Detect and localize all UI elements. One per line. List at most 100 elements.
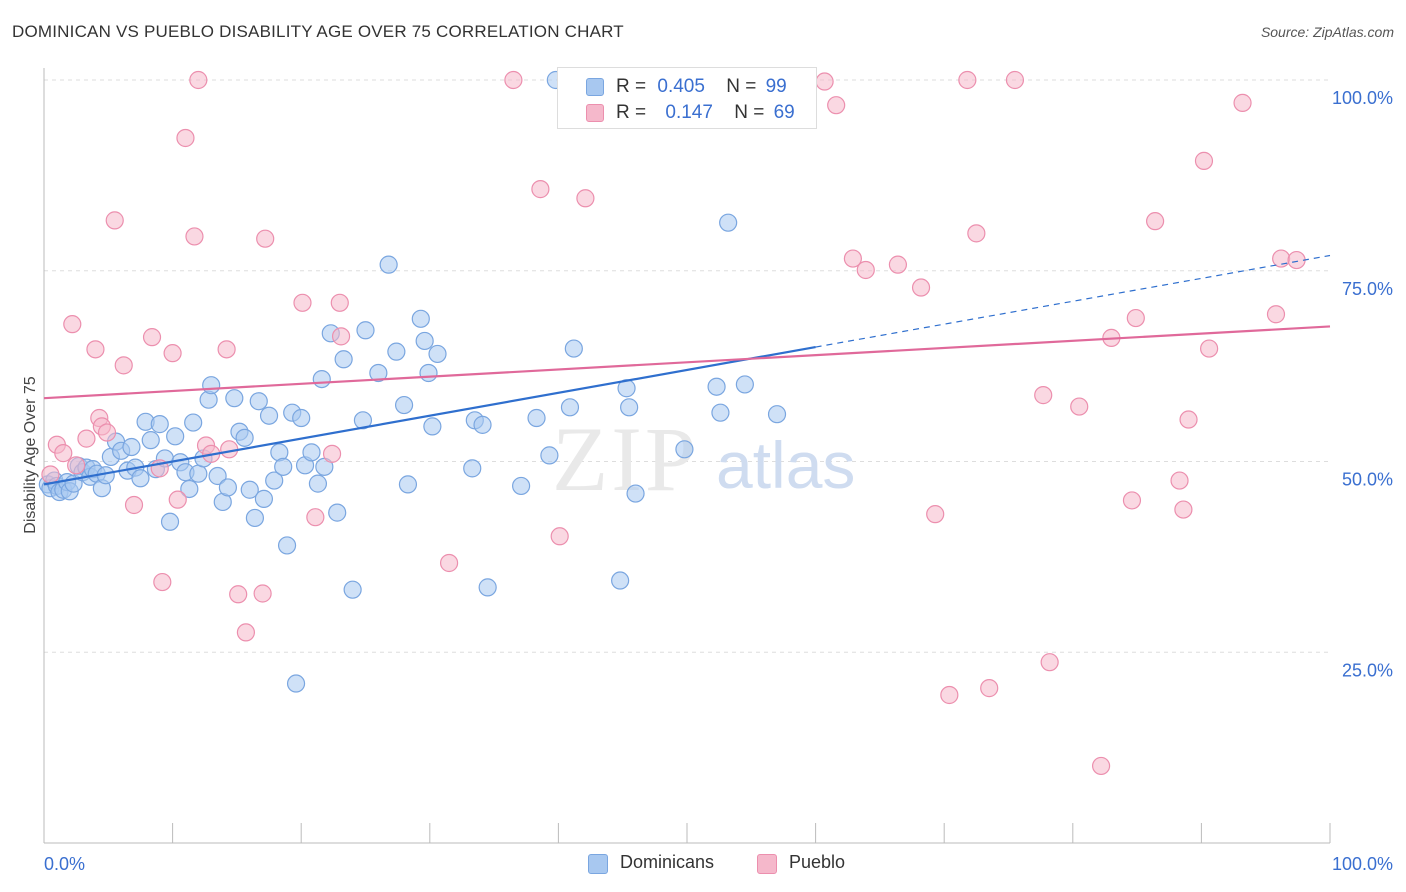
data-point-pueblo bbox=[185, 227, 204, 246]
data-point-dominicans bbox=[245, 508, 265, 528]
data-point-pueblo bbox=[827, 96, 846, 115]
data-point-pueblo bbox=[153, 572, 172, 592]
y-tick-label: 25.0% bbox=[1342, 660, 1393, 680]
data-point-dominicans bbox=[265, 471, 284, 490]
data-point-dominicans bbox=[478, 578, 497, 597]
data-point-dominicans bbox=[411, 309, 430, 328]
data-point-pueblo bbox=[163, 344, 182, 363]
data-point-dominicans bbox=[292, 408, 311, 428]
data-point-pueblo bbox=[1179, 410, 1198, 429]
data-point-dominicans bbox=[334, 350, 353, 369]
data-point-pueblo bbox=[1174, 500, 1193, 519]
data-point-dominicans bbox=[189, 464, 208, 483]
data-point-dominicans bbox=[249, 392, 268, 411]
watermark-zip: ZIP bbox=[552, 408, 699, 510]
data-point-dominicans bbox=[620, 398, 639, 417]
legend-n-label: N = bbox=[734, 102, 765, 123]
data-point-dominicans bbox=[141, 431, 160, 450]
data-point-dominicans bbox=[166, 427, 185, 446]
data-point-pueblo bbox=[229, 585, 248, 604]
data-point-dominicans bbox=[202, 376, 221, 395]
data-point-dominicans bbox=[512, 476, 531, 496]
series-pueblo bbox=[41, 70, 1306, 776]
watermark-atlas: atlas bbox=[716, 428, 855, 502]
data-point-dominicans bbox=[122, 437, 141, 457]
bottom-legend-label: Dominicans bbox=[620, 852, 715, 872]
data-point-pueblo bbox=[550, 527, 569, 546]
data-point-pueblo bbox=[504, 70, 523, 90]
data-point-pueblo bbox=[439, 553, 459, 573]
data-point-dominicans bbox=[274, 457, 293, 476]
legend-swatch-blue bbox=[586, 78, 604, 96]
data-point-dominicans bbox=[394, 395, 414, 415]
data-point-dominicans bbox=[398, 475, 418, 494]
data-point-dominicans bbox=[527, 408, 546, 428]
data-point-dominicans bbox=[711, 403, 730, 422]
data-point-dominicans bbox=[707, 377, 726, 396]
data-point-dominicans bbox=[259, 406, 279, 425]
data-point-pueblo bbox=[980, 679, 999, 698]
source-label: Source: ZipAtlas.com bbox=[1260, 24, 1394, 40]
axes bbox=[43, 68, 1331, 844]
data-point-dominicans bbox=[719, 213, 738, 232]
data-point-pueblo bbox=[256, 229, 275, 248]
data-point-pueblo bbox=[124, 495, 144, 515]
data-point-pueblo bbox=[217, 340, 236, 359]
data-point-pueblo bbox=[77, 429, 96, 448]
legend-n-label: N = bbox=[726, 76, 757, 97]
data-point-dominicans bbox=[277, 536, 297, 555]
data-point-dominicans bbox=[369, 363, 388, 383]
data-point-dominicans bbox=[208, 466, 227, 486]
bottom-legend-swatch-blue bbox=[588, 854, 608, 874]
data-point-pueblo bbox=[86, 340, 105, 359]
data-point-pueblo bbox=[1070, 397, 1089, 416]
legend-n-value: 69 bbox=[773, 102, 795, 123]
legend-r-label: R = bbox=[616, 76, 647, 97]
stats-legend: R = 0.405 N = 99 R = 0.147 N = 69 bbox=[557, 67, 817, 129]
data-point-dominicans bbox=[560, 398, 580, 417]
data-point-pueblo bbox=[97, 423, 117, 442]
data-point-pueblo bbox=[815, 72, 834, 91]
legend-r-label: R = bbox=[616, 102, 647, 123]
data-point-pueblo bbox=[306, 508, 325, 527]
data-point-pueblo bbox=[1146, 212, 1165, 231]
data-point-dominicans bbox=[387, 342, 406, 361]
data-point-dominicans bbox=[675, 440, 694, 459]
legend-n-value: 99 bbox=[765, 76, 787, 97]
data-point-dominicans bbox=[540, 446, 559, 465]
data-point-pueblo bbox=[189, 70, 208, 90]
data-point-dominicans bbox=[235, 428, 254, 447]
data-point-pueblo bbox=[168, 490, 187, 509]
y-tick-label: 100.0% bbox=[1332, 88, 1393, 108]
data-point-dominicans bbox=[254, 489, 274, 508]
data-point-dominicans bbox=[218, 478, 237, 497]
trend-lines bbox=[43, 254, 1331, 486]
data-point-pueblo bbox=[176, 128, 195, 148]
data-point-pueblo bbox=[967, 224, 986, 243]
data-point-pueblo bbox=[888, 255, 908, 274]
data-point-dominicans bbox=[184, 413, 203, 432]
data-point-dominicans bbox=[225, 389, 244, 408]
data-point-pueblo bbox=[1126, 308, 1145, 328]
data-point-pueblo bbox=[1200, 339, 1219, 358]
data-point-dominicans bbox=[415, 331, 434, 351]
data-point-dominicans bbox=[343, 580, 362, 599]
trend-line-dominicans bbox=[43, 345, 816, 486]
y-tick-label: 50.0% bbox=[1342, 470, 1393, 490]
trend-line-pueblo bbox=[43, 325, 1331, 400]
legend-r-value: 0.405 bbox=[657, 76, 705, 97]
data-point-pueblo bbox=[330, 293, 349, 312]
data-point-pueblo bbox=[41, 465, 60, 484]
bottom-legend-label: Pueblo bbox=[789, 852, 846, 872]
data-point-pueblo bbox=[1040, 653, 1059, 672]
gridlines bbox=[44, 79, 1330, 653]
x-tick-label-right: 100.0% bbox=[1332, 854, 1393, 874]
data-point-pueblo bbox=[67, 456, 86, 475]
data-point-pueblo bbox=[1170, 471, 1189, 490]
data-point-dominicans bbox=[150, 415, 169, 434]
data-point-dominicans bbox=[308, 474, 328, 493]
data-point-pueblo bbox=[293, 293, 312, 312]
data-point-dominicans bbox=[463, 459, 482, 478]
data-point-pueblo bbox=[1194, 151, 1214, 170]
